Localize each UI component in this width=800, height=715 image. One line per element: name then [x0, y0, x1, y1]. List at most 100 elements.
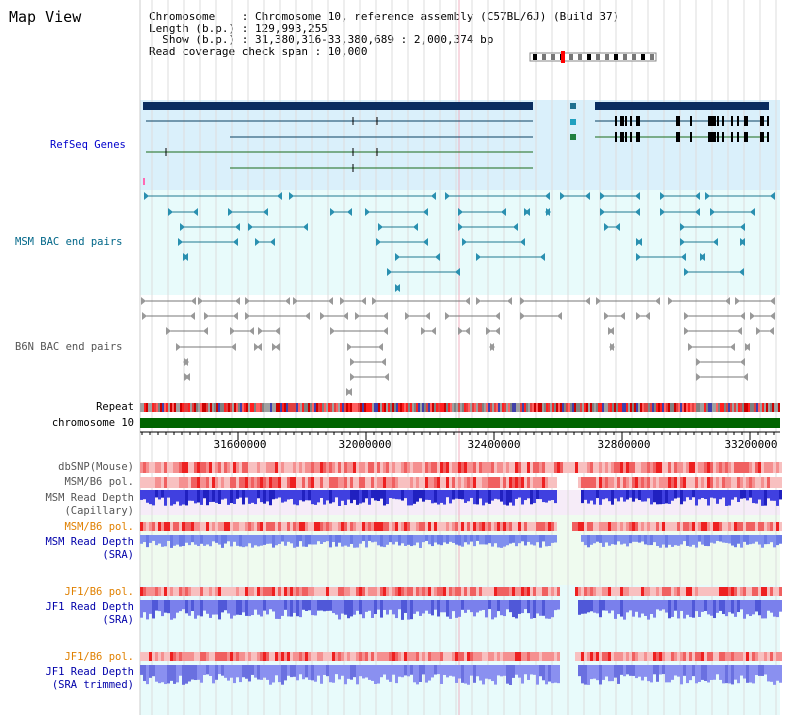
polymorphism-cell	[593, 652, 596, 661]
bac-end-marker	[604, 312, 609, 320]
polymorphism-cell	[641, 522, 644, 531]
depth-bar	[740, 535, 743, 548]
polymorphism-cell	[347, 522, 350, 531]
jf1-depth-sra-label[interactable]: JF1 Read Depth (SRA)	[45, 601, 134, 627]
polymorphism-cell	[311, 462, 314, 473]
depth-bar	[584, 535, 587, 546]
depth-bar	[497, 600, 500, 612]
repeat-segment	[448, 403, 450, 412]
polymorphism-cell	[254, 587, 257, 596]
polymorphism-cell	[428, 587, 431, 596]
chromosome-ideogram	[529, 51, 657, 63]
gene-exon	[620, 132, 624, 142]
polymorphism-cell	[245, 522, 248, 531]
polymorphism-cell	[533, 462, 536, 473]
depth-bar	[485, 665, 488, 679]
tick-label: 32400000	[468, 438, 521, 451]
polymorphism-cell	[731, 477, 734, 488]
jf1-pol-label[interactable]: JF1/B6 pol.	[64, 586, 134, 598]
polymorphism-cell	[506, 652, 509, 661]
polymorphism-cell	[209, 477, 212, 488]
polymorphism-cell	[545, 477, 548, 488]
polymorphism-cell	[227, 587, 230, 596]
polymorphism-cell	[674, 522, 677, 531]
polymorphism-cell	[251, 462, 254, 473]
depth-bar	[698, 535, 701, 542]
depth-bar	[275, 490, 278, 499]
polymorphism-cell	[146, 462, 149, 473]
depth-bar	[347, 535, 350, 547]
depth-bar	[290, 490, 293, 499]
depth-bar	[464, 535, 467, 543]
msm-depth-sra-label[interactable]: MSM Read Depth (SRA)	[45, 536, 134, 562]
repeat-segment	[720, 403, 722, 412]
depth-bar	[620, 490, 623, 498]
depth-bar	[368, 665, 371, 680]
depth-bar	[251, 665, 254, 675]
bac-end-marker	[495, 312, 500, 320]
depth-bar	[605, 535, 608, 543]
polymorphism-cell	[623, 587, 626, 596]
depth-bar	[422, 490, 425, 502]
repeat-segment	[262, 403, 264, 412]
depth-bar	[347, 665, 350, 679]
gene-exon	[767, 132, 769, 142]
msm-bac-label[interactable]: MSM BAC end pairs	[15, 236, 123, 248]
repeat-segment	[364, 403, 366, 412]
polymorphism-cell	[311, 587, 314, 596]
repeat-segment	[760, 403, 762, 412]
depth-bar	[596, 665, 599, 681]
repeat-segment	[774, 403, 776, 412]
repeat-segment	[602, 403, 604, 412]
depth-bar	[395, 665, 398, 684]
depth-bar	[224, 665, 227, 678]
polymorphism-cell	[710, 652, 713, 661]
b6n-bac-label[interactable]: B6N BAC end pairs	[15, 341, 123, 353]
polymorphism-cell	[614, 522, 617, 531]
repeat-segment	[318, 403, 320, 412]
bac-end-marker	[458, 208, 463, 216]
polymorphism-cell	[497, 462, 500, 473]
depth-bar	[557, 665, 560, 684]
depth-bar	[632, 535, 635, 542]
depth-bar	[353, 535, 356, 548]
polymorphism-cell	[284, 477, 287, 488]
depth-bar	[251, 535, 254, 548]
dbsnp-label[interactable]: dbSNP(Mouse)	[58, 461, 134, 473]
msm-pol-label[interactable]: MSM/B6 pol.	[64, 476, 134, 488]
polymorphism-cell	[185, 587, 188, 596]
repeat-segment	[442, 403, 444, 412]
repeat-segment	[308, 403, 310, 412]
depth-bar	[506, 600, 509, 610]
bac-end-marker	[263, 208, 268, 216]
jf1-pol-trimmed-label[interactable]: JF1/B6 pol.	[64, 651, 134, 663]
repeat-segment	[414, 403, 416, 412]
depth-bar	[176, 535, 179, 545]
depth-bar	[197, 490, 200, 503]
repeat-segment	[356, 403, 358, 412]
depth-bar	[488, 535, 491, 544]
depth-bar	[650, 600, 653, 615]
depth-bar	[506, 535, 509, 546]
depth-bar	[200, 490, 203, 505]
jf1-depth-trimmed-label[interactable]: JF1 Read Depth (SRA trimmed)	[45, 666, 134, 692]
depth-bar	[770, 600, 773, 613]
polymorphism-cell	[722, 652, 725, 661]
repeat-segment	[338, 403, 340, 412]
depth-bar	[755, 490, 758, 504]
refseq-genes-label[interactable]: RefSeq Genes	[50, 139, 126, 151]
repeat-segment	[684, 403, 686, 412]
depth-bar	[761, 600, 764, 619]
polymorphism-cell	[485, 522, 488, 531]
depth-bar	[584, 490, 587, 500]
depth-bar	[287, 600, 290, 617]
depth-bar	[191, 665, 194, 680]
msm-depth-capillary-label[interactable]: MSM Read Depth (Capillary)	[45, 492, 134, 518]
repeat-segment	[454, 403, 456, 412]
polymorphism-cell	[599, 477, 602, 488]
polymorphism-cell	[269, 587, 272, 596]
depth-bar	[638, 600, 641, 618]
msm-pol-sra-label[interactable]: MSM/B6 pol.	[64, 521, 134, 533]
ideogram-band	[605, 54, 609, 60]
